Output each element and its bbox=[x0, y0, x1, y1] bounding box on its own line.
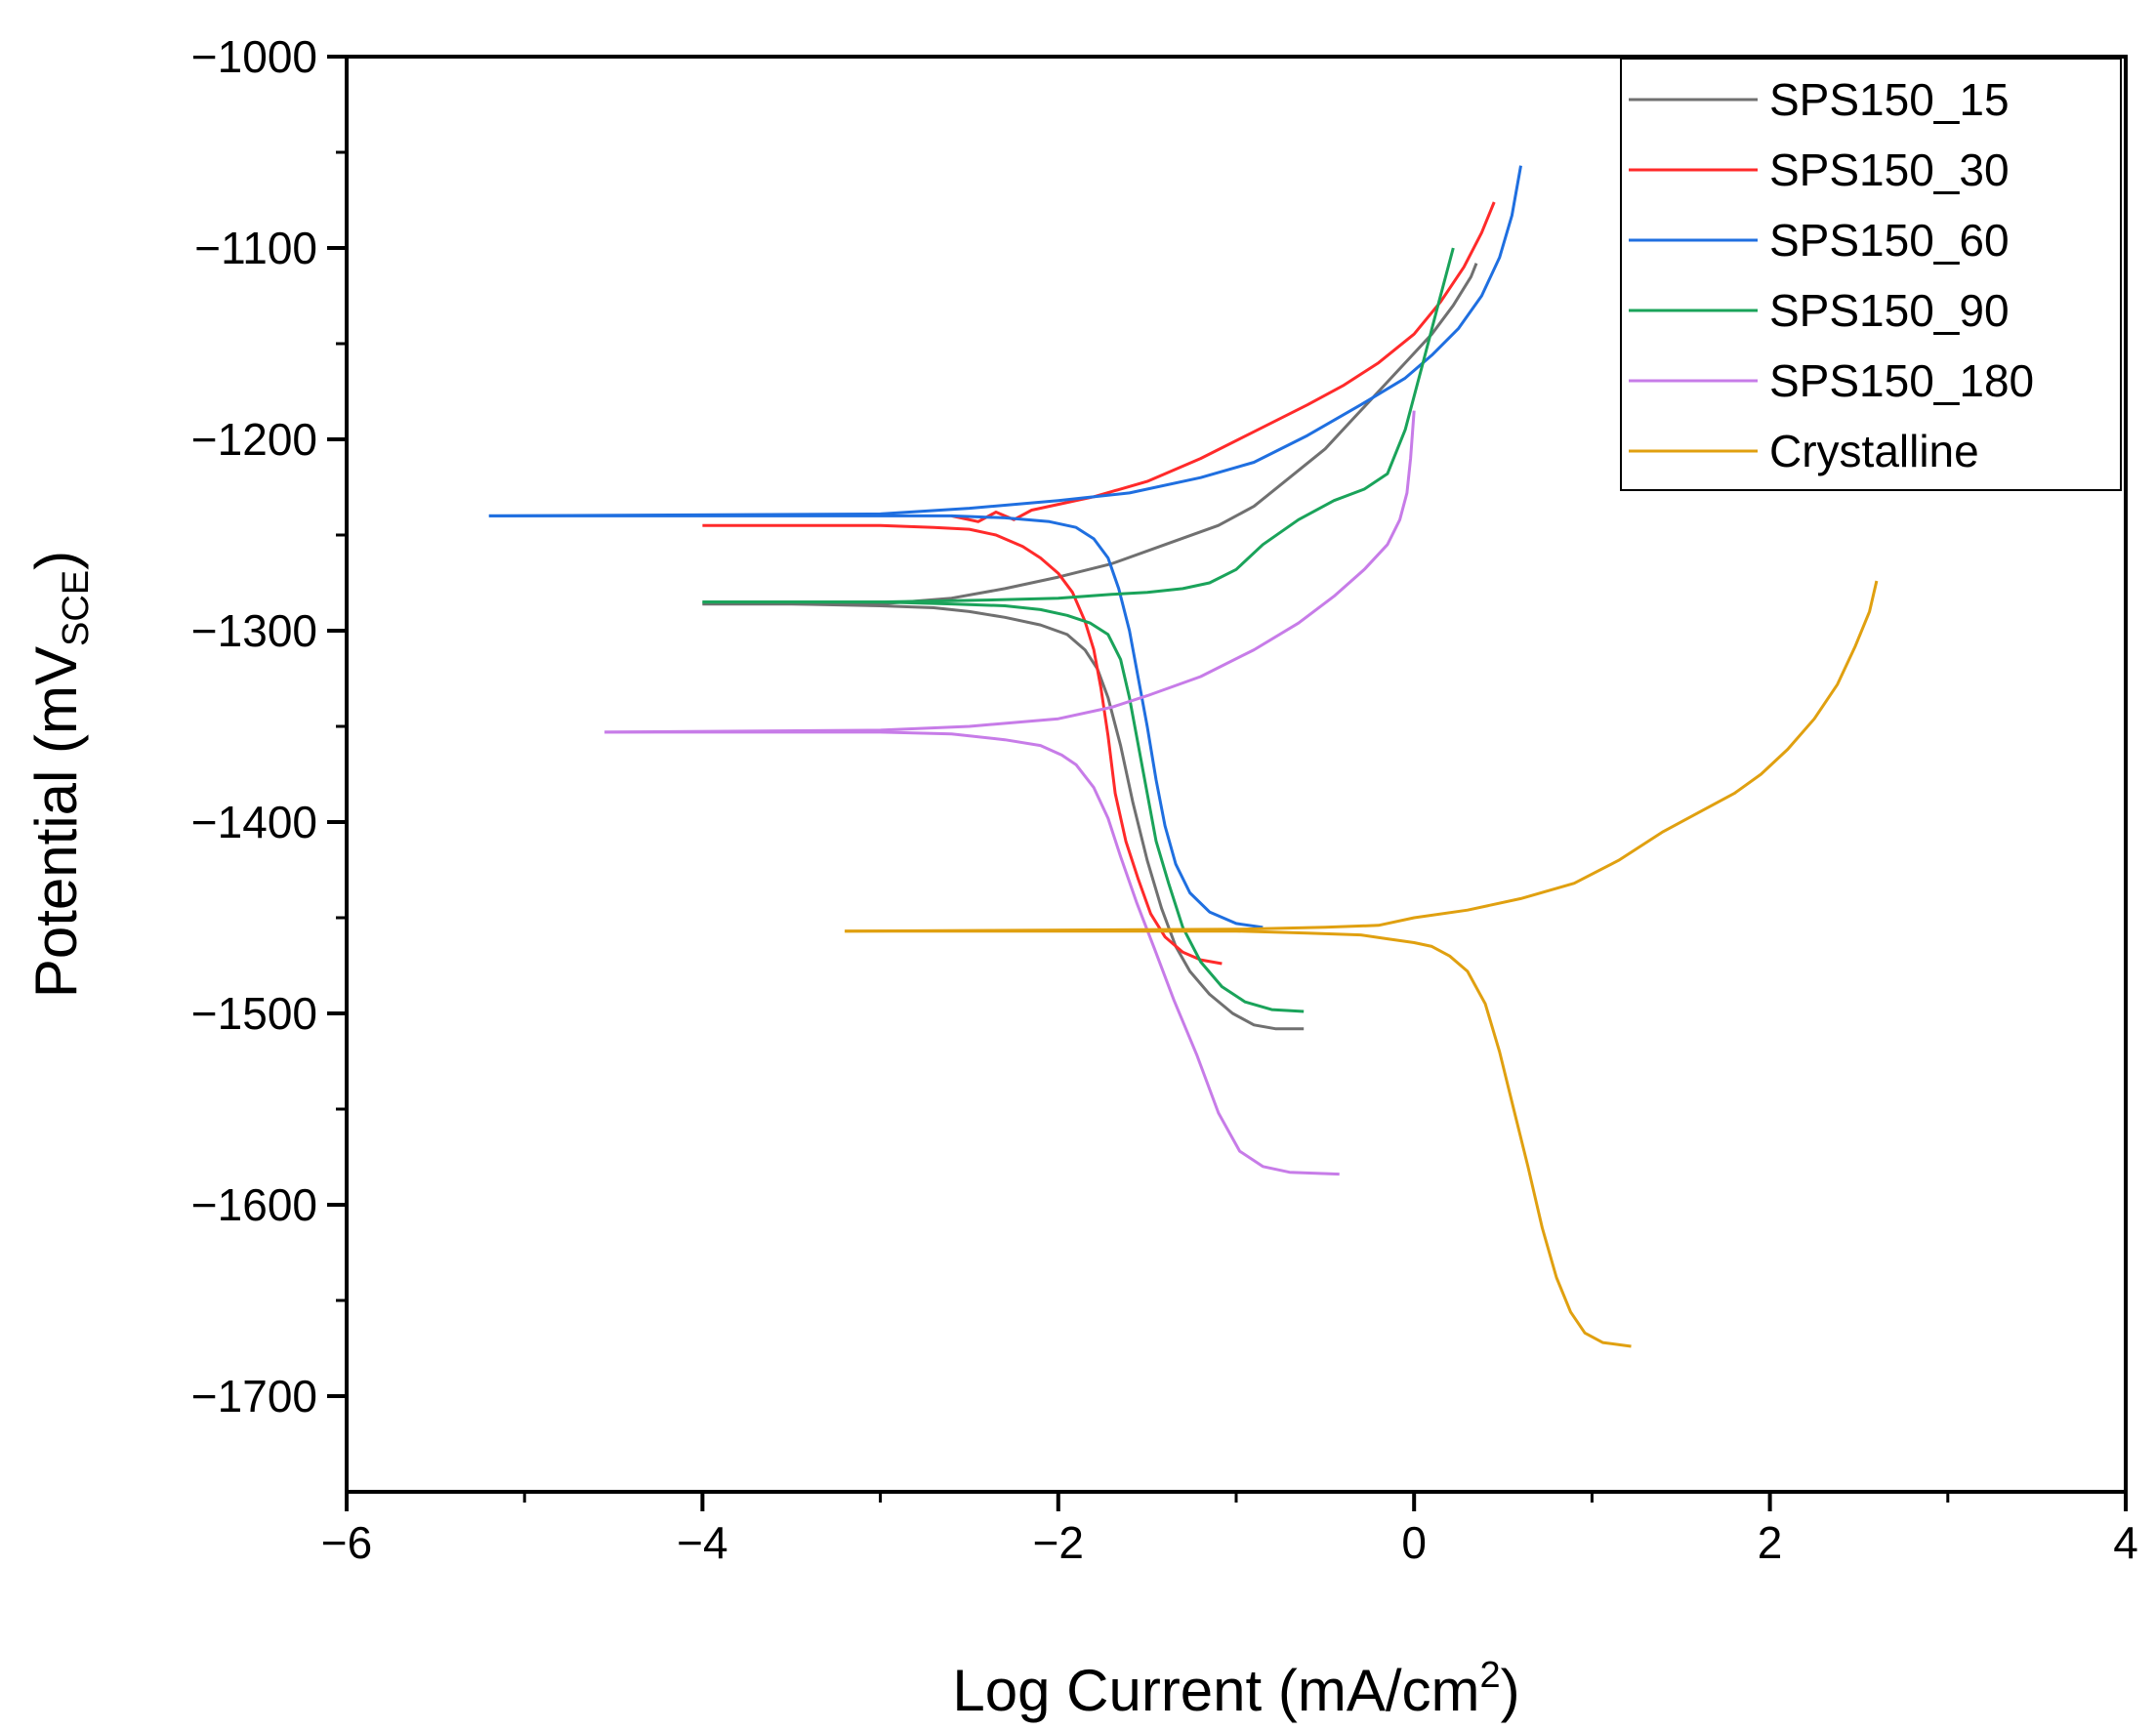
x-tick-label: −4 bbox=[677, 1517, 727, 1568]
legend-label: SPS150_15 bbox=[1769, 74, 2010, 125]
x-axis-title-end: ) bbox=[1501, 1658, 1520, 1723]
series-line-cathodic bbox=[702, 602, 1305, 1031]
y-axis-title-subscript: SCE bbox=[56, 570, 97, 646]
series-layer bbox=[488, 165, 1879, 1348]
y-tick-label: −1100 bbox=[194, 223, 317, 273]
y-tick-label: −1700 bbox=[191, 1371, 317, 1422]
series-sps150-60 bbox=[488, 165, 1522, 929]
y-tick-label: −1300 bbox=[191, 605, 317, 656]
legend-label: SPS150_90 bbox=[1769, 285, 2010, 336]
series-line-anodic bbox=[845, 580, 1879, 933]
legend: SPS150_15 SPS150_30 SPS150_60 SPS150_90 SPS1… bbox=[1620, 58, 2122, 491]
x-tick-label: −6 bbox=[321, 1517, 372, 1568]
series-line-cathodic bbox=[845, 929, 1632, 1348]
series-sps150-180 bbox=[604, 410, 1416, 1176]
x-tick-label: −2 bbox=[1033, 1517, 1084, 1568]
y-axis-title-end: ) bbox=[23, 551, 89, 570]
y-tick-label: −1000 bbox=[191, 31, 317, 82]
legend-label: SPS150_30 bbox=[1769, 144, 2010, 195]
series-line-anodic bbox=[702, 263, 1478, 606]
series-line-cathodic bbox=[604, 730, 1340, 1176]
series-line-cathodic bbox=[702, 523, 1223, 966]
y-tick-label: −1200 bbox=[191, 414, 317, 465]
series-line-anodic bbox=[702, 247, 1455, 604]
series-line-cathodic bbox=[488, 514, 1264, 929]
y-axis-title: Potential (mVSCE) bbox=[23, 551, 97, 998]
x-axis-title-superscript: 2 bbox=[1480, 1655, 1501, 1696]
x-tick-label: 4 bbox=[2113, 1517, 2138, 1568]
y-axis: −1000 −1100 −1200 −1300 −1400 −1500 −1600 −1700 bbox=[191, 31, 347, 1422]
y-tick-label: −1600 bbox=[191, 1179, 317, 1230]
x-tick-label: 0 bbox=[1401, 1517, 1427, 1568]
legend-label: SPS150_60 bbox=[1769, 215, 2010, 266]
series-line-anodic bbox=[604, 410, 1416, 734]
legend-label: SPS150_180 bbox=[1769, 355, 2034, 406]
series-crystalline bbox=[845, 580, 1879, 1348]
x-tick-label: 2 bbox=[1758, 1517, 1783, 1568]
legend-label: Crystalline bbox=[1769, 426, 1979, 476]
y-tick-label: −1500 bbox=[191, 988, 317, 1039]
series-line-cathodic bbox=[702, 600, 1305, 1013]
series-sps150-15 bbox=[702, 263, 1478, 1031]
x-axis: −6 −4 −2 0 2 4 bbox=[321, 1492, 2138, 1568]
x-axis-title: Log Current (mA/cm2) bbox=[952, 1655, 1519, 1723]
y-tick-label: −1400 bbox=[191, 797, 317, 847]
series-line-anodic bbox=[488, 165, 1522, 517]
series-sps150-90 bbox=[702, 247, 1455, 1013]
legend-box bbox=[1620, 58, 2122, 491]
